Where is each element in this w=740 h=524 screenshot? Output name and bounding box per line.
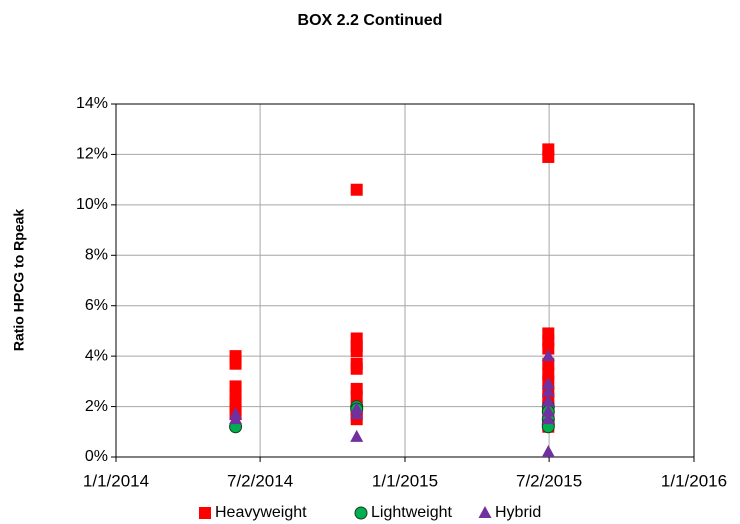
point bbox=[541, 349, 555, 362]
y-tick-label: 10% bbox=[76, 196, 108, 213]
point bbox=[350, 429, 364, 442]
x-tick-label: 7/2/2014 bbox=[227, 471, 293, 490]
y-axis-label: Ratio HPCG to Rpeak bbox=[11, 209, 27, 352]
point bbox=[542, 342, 555, 355]
point bbox=[541, 394, 555, 407]
y-tick-label: 12% bbox=[76, 146, 108, 163]
point bbox=[350, 362, 363, 375]
point bbox=[350, 345, 363, 358]
point bbox=[350, 407, 364, 420]
legend-marker bbox=[478, 506, 492, 518]
point bbox=[541, 412, 555, 425]
legend-label: Heavyweight bbox=[215, 504, 307, 521]
x-tick-label: 1/1/2016 bbox=[661, 471, 727, 490]
point bbox=[541, 384, 555, 397]
y-tick-label: 6% bbox=[85, 297, 108, 314]
point bbox=[229, 357, 242, 370]
y-tick-label: 0% bbox=[85, 448, 108, 465]
point bbox=[542, 150, 555, 163]
y-tick-label: 8% bbox=[85, 247, 108, 264]
x-tick-label: 1/1/2015 bbox=[372, 471, 438, 490]
point bbox=[541, 404, 555, 417]
y-tick-label: 14% bbox=[76, 95, 108, 112]
legend-label: Lightweight bbox=[371, 504, 453, 521]
chart-title: BOX 2.2 Continued bbox=[298, 12, 443, 29]
point bbox=[350, 183, 363, 196]
x-tick-label: 1/1/2014 bbox=[83, 471, 149, 490]
legend-marker bbox=[354, 506, 368, 520]
x-tick-label: 7/2/2015 bbox=[516, 471, 582, 490]
point bbox=[541, 376, 555, 389]
point bbox=[350, 390, 363, 403]
y-tick-label: 2% bbox=[85, 398, 108, 415]
point bbox=[541, 444, 555, 457]
y-tick-label: 4% bbox=[85, 347, 108, 364]
legend-label: Hybrid bbox=[495, 504, 541, 521]
legend-marker bbox=[199, 507, 211, 519]
plot-border bbox=[115, 103, 695, 458]
point bbox=[229, 412, 243, 425]
